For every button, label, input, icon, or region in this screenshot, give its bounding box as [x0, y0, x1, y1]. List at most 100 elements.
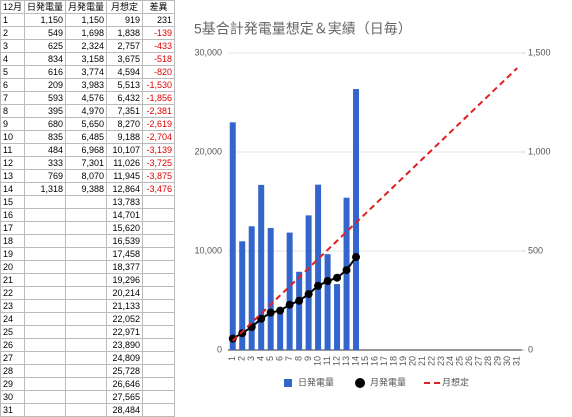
cell: 680: [24, 117, 67, 131]
bar: [324, 254, 331, 350]
cell: 549: [24, 26, 67, 40]
chart: 5基合計発電量想定＆実績（日毎） 0 10,000 20,000 30,000 0 500…: [194, 21, 551, 388]
cell: [65, 377, 108, 391]
bar: [315, 184, 322, 350]
point: [276, 306, 285, 315]
cell: [24, 247, 67, 261]
row: 6 209 3,983 5,513 -1,530: [0, 78, 176, 92]
cell: 15: [0, 195, 26, 209]
row: 8 395 4,970 7,351 -2,381: [0, 104, 176, 118]
cell: 3: [0, 39, 26, 53]
x-tick-label: 30: [502, 356, 512, 366]
cell: 9,388: [65, 182, 108, 196]
row: 13 769 8,070 11,945 -3,875: [0, 169, 176, 183]
x-tick-label: 18: [388, 356, 398, 366]
cell: 1,150: [24, 13, 67, 27]
cell: [65, 312, 108, 326]
x-tick-label: 1: [227, 356, 237, 361]
row: 1 1,150 1,150 919 231: [0, 13, 176, 27]
cell: 5: [0, 65, 26, 79]
cell: 24: [0, 312, 26, 326]
row: 10 835 6,485 9,188 -2,704: [0, 130, 176, 144]
x-tick-label: 11: [322, 356, 332, 365]
cell: 10: [0, 130, 26, 144]
x-tick-label: 10: [312, 356, 322, 366]
cell: [142, 364, 176, 378]
cell: 11,945: [106, 169, 144, 183]
cell: 1,318: [24, 182, 67, 196]
cell: [142, 351, 176, 365]
row: 9 680 5,650 8,270 -2,619: [0, 117, 176, 131]
cell: [24, 377, 67, 391]
legend-label: 月発電量: [370, 376, 406, 387]
cell: 7,351: [106, 104, 144, 118]
x-tick-label: 28: [483, 356, 493, 366]
line: [232, 67, 518, 342]
cell: 5,650: [65, 117, 108, 131]
cell: 14,701: [106, 208, 144, 222]
cell: -3,476: [142, 182, 176, 196]
x-tick-label: 8: [294, 356, 304, 361]
cell: 30: [0, 390, 26, 404]
bar: [248, 226, 255, 350]
x-tick-label: 22: [426, 356, 436, 366]
cell: 8,070: [65, 169, 108, 183]
row: 27 24,809: [0, 351, 176, 365]
point: [285, 300, 294, 309]
chart-title: 5基合計発電量想定＆実績（日毎）: [194, 21, 412, 37]
cell: 1,150: [65, 13, 108, 27]
cell: 19: [0, 247, 26, 261]
cell: 834: [24, 52, 67, 66]
cell: 395: [24, 104, 67, 118]
x-tick-label: 13: [341, 356, 351, 366]
x-tick-label: 31: [512, 356, 522, 366]
cell: -820: [142, 65, 176, 79]
row: 11 484 6,968 10,107 -3,139: [0, 143, 176, 157]
row: 15 13,783: [0, 195, 176, 209]
x-tick-label: 17: [379, 356, 389, 366]
point: [323, 277, 332, 286]
y-tick-label: 10,000: [194, 245, 222, 255]
row: 3 625 2,324 2,757 -433: [0, 39, 176, 53]
cell: [24, 325, 67, 339]
cell: [24, 221, 67, 235]
cell: [65, 299, 108, 313]
cell: 6: [0, 78, 26, 92]
row: 21 19,296: [0, 273, 176, 287]
cell: 28: [0, 364, 26, 378]
cell: [24, 273, 67, 287]
cell: 29: [0, 377, 26, 391]
bar: [239, 241, 246, 350]
cell: 26: [0, 338, 26, 352]
cell: 20,214: [106, 286, 144, 300]
point: [333, 273, 342, 282]
x-tick-label: 5: [265, 356, 275, 361]
cell: [142, 390, 176, 404]
cell: [142, 195, 176, 209]
cell: 8: [0, 104, 26, 118]
cell: 2,324: [65, 39, 108, 53]
cell: [65, 208, 108, 222]
cell: [142, 312, 176, 326]
row: 25 22,971: [0, 325, 176, 339]
row: 19 17,458: [0, 247, 176, 261]
cell: 11: [0, 143, 26, 157]
cell: 21: [0, 273, 26, 287]
cell: 7,301: [65, 156, 108, 170]
cell: 11,026: [106, 156, 144, 170]
cell: 4,576: [65, 91, 108, 105]
cell: [65, 364, 108, 378]
header-cell: 日発電量: [24, 0, 67, 14]
cell: 8,270: [106, 117, 144, 131]
cell: [65, 273, 108, 287]
cell: 13,783: [106, 195, 144, 209]
cell: -3,139: [142, 143, 176, 157]
x-tick-label: 19: [398, 356, 408, 366]
header-cell: 月発電量: [65, 0, 108, 14]
cell: [65, 338, 108, 352]
row: 12 333 7,301 11,026 -3,725: [0, 156, 176, 170]
row: 28 25,728: [0, 364, 176, 378]
row: 14 1,318 9,388 12,864 -3,476: [0, 182, 176, 196]
cell: 484: [24, 143, 67, 157]
x-tick-label: 24: [445, 356, 455, 366]
